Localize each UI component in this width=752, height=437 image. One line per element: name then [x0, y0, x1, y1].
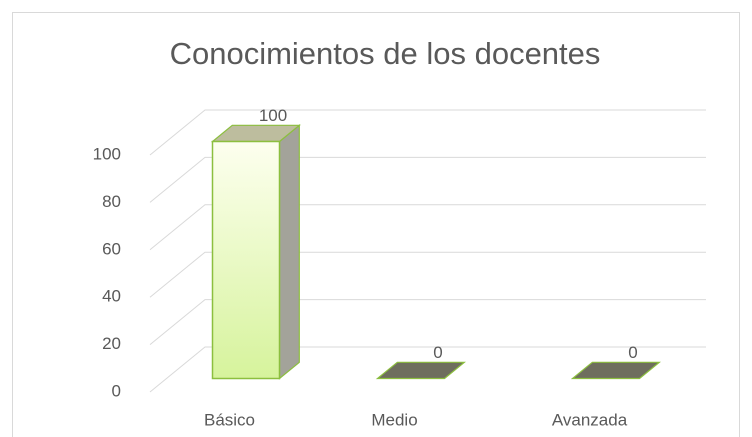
- value-label: 0: [628, 343, 637, 362]
- bar-front: [211, 140, 281, 380]
- y-tick-label: 20: [102, 334, 121, 353]
- grid-line: [149, 346, 706, 393]
- x-tick-label: Medio: [371, 410, 417, 429]
- bar: [210, 124, 301, 380]
- x-tick-label: Básico: [204, 410, 255, 429]
- x-tick-label: Avanzada: [552, 410, 628, 429]
- bar: [570, 361, 661, 380]
- grid-line: [149, 156, 706, 203]
- y-tick-label: 80: [102, 192, 121, 211]
- bar-side: [278, 124, 300, 380]
- grid-line: [149, 299, 706, 345]
- y-tick-label: 60: [102, 239, 121, 258]
- grid-line: [149, 109, 706, 156]
- grid-line: [149, 204, 706, 251]
- value-label: 0: [433, 343, 442, 362]
- bar: [375, 361, 466, 380]
- y-tick-label: 40: [102, 287, 121, 306]
- bar-top: [570, 361, 661, 380]
- grid-line: [149, 251, 706, 298]
- y-tick-label: 100: [93, 144, 121, 163]
- y-tick-label: 0: [112, 381, 121, 400]
- chart-title: Conocimientos de los docentes: [170, 36, 601, 71]
- value-label: 100: [259, 106, 287, 125]
- bar-top: [375, 361, 466, 380]
